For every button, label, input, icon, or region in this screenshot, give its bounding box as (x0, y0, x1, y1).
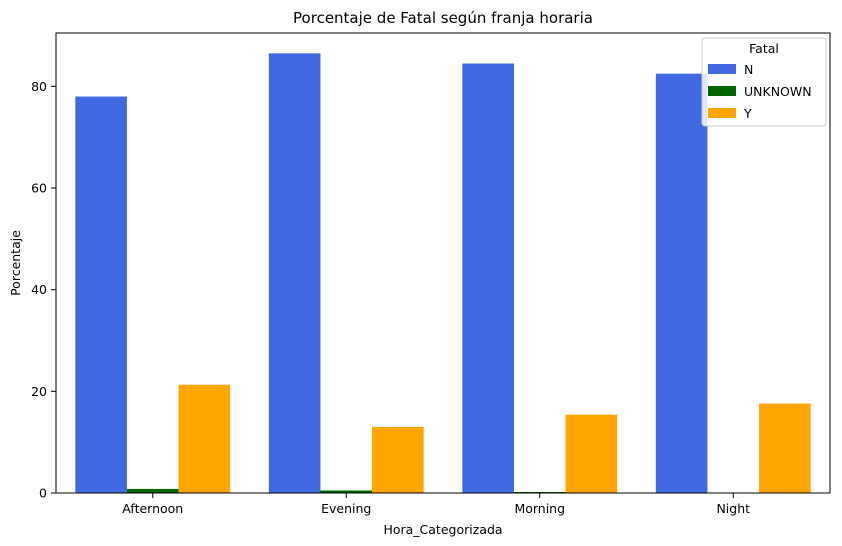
x-tick-label-night: Night (716, 501, 750, 516)
y-tick-label: 80 (31, 79, 47, 94)
x-tick-label-morning: Morning (514, 501, 565, 516)
bar-y-morning (565, 414, 618, 493)
plot-frame (55, 32, 831, 494)
legend: Fatal N UNKNOWN Y (701, 37, 827, 127)
y-axis-title: Porcentaje (8, 230, 23, 296)
legend-title: Fatal (749, 41, 779, 56)
legend-label-unknown: UNKNOWN (744, 84, 812, 99)
bar-n-evening (268, 53, 321, 493)
y-tick-label: 20 (31, 384, 47, 399)
bar-unknown-evening (320, 490, 373, 493)
x-tick-label-afternoon: Afternoon (122, 501, 183, 516)
chart-title: Porcentaje de Fatal según franja horaria (293, 9, 593, 27)
bar-unknown-afternoon (126, 488, 179, 493)
bar-n-night (655, 73, 708, 493)
bar-y-evening (372, 426, 424, 493)
y-tick-label: 0 (39, 486, 47, 501)
legend-label-n: N (744, 62, 753, 77)
legend-swatch-y (708, 108, 736, 118)
legend-swatch-unknown (708, 86, 736, 96)
x-axis-title: Hora_Categorizada (383, 522, 502, 537)
x-tick-label-evening: Evening (321, 501, 371, 516)
y-tick-label: 40 (31, 282, 47, 297)
bar-y-afternoon (178, 384, 231, 493)
y-axis: 0 20 40 60 80 (31, 79, 56, 501)
bar-y-night (759, 403, 811, 493)
bar-n-afternoon (75, 96, 127, 493)
bar-unknown-morning (513, 491, 566, 493)
x-axis: Afternoon Evening Morning Night (122, 493, 750, 516)
legend-swatch-n (708, 64, 736, 74)
bars-layer (75, 53, 811, 493)
y-tick-label: 60 (31, 181, 47, 196)
legend-box (701, 37, 827, 127)
bar-n-morning (462, 63, 514, 493)
legend-label-y: Y (743, 106, 752, 121)
